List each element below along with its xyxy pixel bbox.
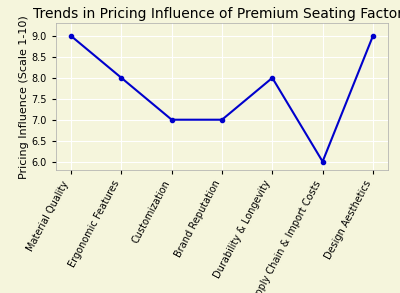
Y-axis label: Pricing Influence (Scale 1-10): Pricing Influence (Scale 1-10): [19, 15, 29, 178]
Title: Trends in Pricing Influence of Premium Seating Factors: Trends in Pricing Influence of Premium S…: [34, 7, 400, 21]
